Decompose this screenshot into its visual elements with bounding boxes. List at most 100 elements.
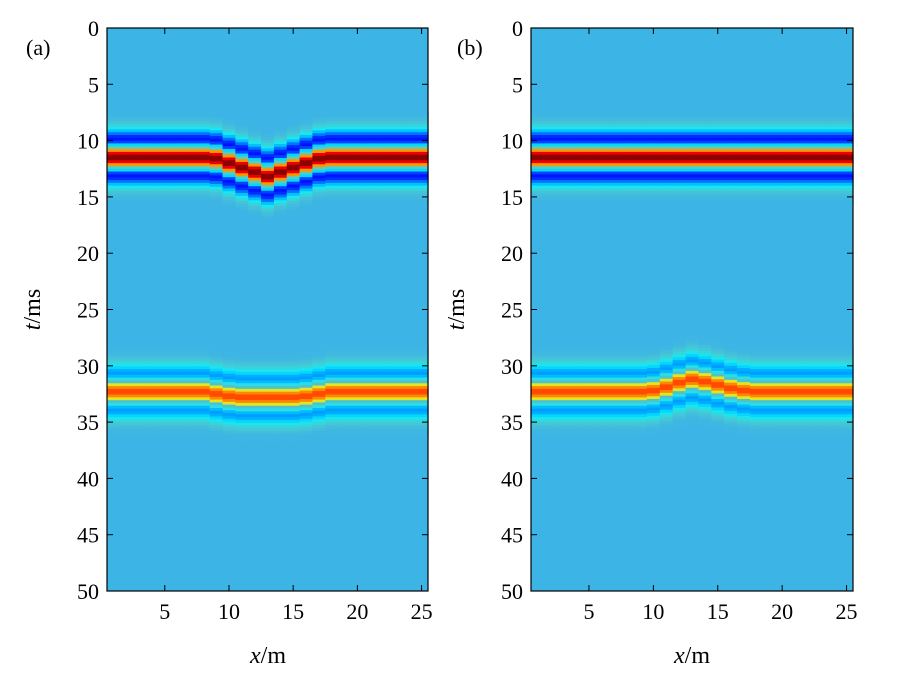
wavelet-cell [286,161,301,166]
wavelet-cell [827,374,841,379]
wavelet-cell [621,400,635,404]
wavelet-cell [145,391,159,396]
wavelet-cell [608,180,622,184]
wavelet-cell [582,163,596,167]
wavelet-cell [814,357,828,362]
wavelet-cell [749,377,764,382]
wavelet-cell [299,123,314,128]
wavelet-cell [171,422,185,427]
wavelet-cell [402,431,416,435]
wavelet-cell [184,357,198,362]
wavelet-cell [737,199,751,204]
wavelet-cell [543,120,558,125]
wavelet-cell [762,143,777,147]
wavelet-cell [698,129,712,133]
wavelet-cell [171,120,185,125]
wavelet-cell [209,147,224,151]
wavelet-cell [646,368,661,372]
wavelet-cell [801,400,815,404]
wavelet-cell [737,348,751,352]
wavelet-cell [634,422,648,427]
wavelet-cell [840,149,854,153]
wavelet-cell [286,425,301,429]
wavelet-cell [646,140,661,145]
wavelet-cell [376,191,391,195]
wavelet-cell [827,143,841,147]
wavelet-cell [325,408,339,413]
wavelet-cell [608,118,622,122]
wavelet-cell [711,199,725,204]
wavelet-cell [531,115,545,119]
wavelet-cell [595,174,609,178]
wavelet-cell [531,146,545,150]
wavelet-cell [711,126,725,130]
wavelet-cell [801,349,815,353]
wavelet-cell [299,188,314,192]
wavelet-cell [325,151,339,156]
wavelet-cell [389,180,403,184]
wavelet-cell [556,425,571,429]
wavelet-cell [209,357,224,361]
wavelet-cell [646,132,661,136]
wavelet-cell [235,402,249,407]
wavelet-cell [222,163,236,167]
wavelet-cell [556,388,571,393]
wavelet-cell [235,371,249,376]
wavelet-cell [415,383,429,387]
wavelet-cell [724,388,738,392]
wavelet-cell [376,346,391,351]
wavelet-cell [196,349,211,353]
wavelet-cell [119,366,134,370]
wavelet-cell [299,165,314,170]
wavelet-cell [107,149,121,153]
wavelet-cell [312,348,326,353]
wavelet-cell [273,158,288,162]
wavelet-cell [711,112,725,116]
wavelet-cell [711,134,725,139]
wavelet-cell [286,386,301,390]
wavelet-cell [248,189,262,193]
wavelet-cell [801,146,815,150]
wavelet-cell [621,196,635,201]
wavelet-cell [775,151,790,156]
wavelet-cell [325,391,339,396]
x-tick-label: 20 [346,599,368,624]
wavelet-cell [145,402,159,407]
wavelet-cell [788,126,803,130]
wavelet-cell [840,191,854,195]
wavelet-cell [569,417,584,421]
wavelet-cell [672,391,687,395]
wavelet-cell [685,410,700,414]
wavelet-cell [582,123,596,128]
wavelet-cell [775,120,790,125]
wavelet-cell [376,363,391,367]
wavelet-cell [659,429,674,433]
wavelet-cell [338,366,352,370]
wavelet-cell [531,422,545,427]
wavelet-cell [621,391,635,396]
wavelet-cell [711,182,725,187]
wavelet-cell [814,188,828,192]
wavelet-cell [158,431,172,435]
wavelet-cell [556,402,571,407]
wavelet-cell [209,155,224,160]
wavelet-cell [415,419,429,424]
wavelet-cell [184,386,198,390]
wavelet-cell [724,118,738,122]
wavelet-cell [582,346,596,351]
wavelet-cell [672,194,687,198]
wavelet-cell [363,419,378,424]
wavelet-cell [698,132,712,136]
wavelet-cell [749,371,764,376]
wavelet-cell [595,428,609,432]
wavelet-cell [788,383,803,387]
wavelet-cell [685,365,700,369]
wavelet-cell [608,129,622,133]
wavelet-cell [646,404,661,409]
wavelet-cell [711,185,725,190]
wavelet-cell [801,394,815,398]
wavelet-cell [261,165,275,169]
wavelet-cell [737,140,751,145]
wavelet-cell [672,140,687,145]
wavelet-cell [556,377,571,382]
